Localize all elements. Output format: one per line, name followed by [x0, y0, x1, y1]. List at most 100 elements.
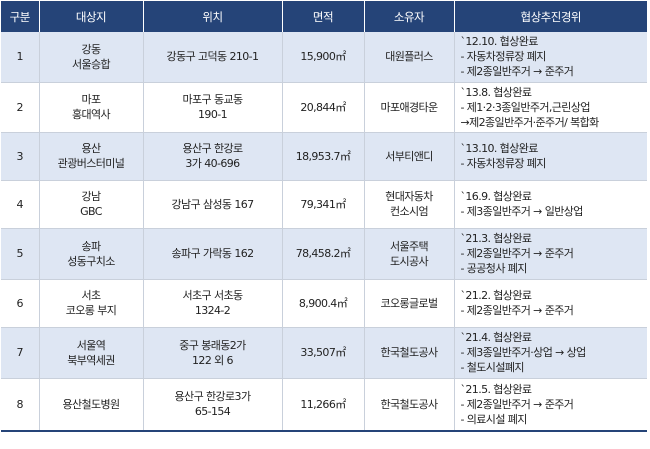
- cell-owner-line: 현대자동차: [385, 190, 433, 203]
- table-row: 8 용산철도병원 용산구 한강로3가 65-154 11,266㎡ 한국철도공사 `21.5…: [1, 378, 647, 432]
- cell-area: 79,341㎡: [282, 180, 365, 229]
- cell-location: 강동구 고덕동 210-1: [143, 32, 283, 83]
- cell-location: 마포구 동교동 190-1: [143, 82, 283, 133]
- table-row: 1 강동 서울승합 강동구 고덕동 210-1 15,900㎡ 대원플러스 `12.10. …: [1, 32, 647, 83]
- cell-owner: 서부티앤디: [364, 132, 455, 181]
- cell-progress-line: `12.10. 협상완료: [460, 35, 539, 49]
- cell-owner: 한국철도공사: [364, 327, 455, 379]
- cell-owner-line: 코오롱글로벌: [380, 296, 438, 310]
- cell-progress-line: `16.9. 협상완료: [460, 190, 532, 203]
- cell-owner-line: 한국철도공사: [380, 346, 438, 359]
- table-row: 6 서초 코오롱 부지 서초구 서초동 1324-2 8,900.4㎡ 코오롱글로벌 `21.…: [1, 279, 647, 328]
- cell-site-line: 서울역: [76, 338, 106, 352]
- cell-site-line: 용산: [81, 142, 101, 155]
- cell-progress-line: - 공공청사 폐지: [460, 262, 528, 275]
- header-area: 면적: [282, 1, 365, 32]
- cell-site-line: 송파: [81, 239, 101, 253]
- cell-progress-line: - 자동차정류장 폐지: [460, 157, 547, 170]
- cell-no-line: 7: [16, 346, 24, 359]
- cell-progress: `16.9. 협상완료 - 제3종일반주거 → 일반상업: [454, 180, 647, 229]
- table-row: 2 마포 홍대역사 마포구 동교동 190-1 20,844㎡ 마포애경타운 `13.8. 협…: [1, 82, 647, 133]
- cell-area-line: 20,844㎡: [300, 100, 346, 114]
- cell-owner: 한국철도공사: [364, 378, 455, 432]
- cell-area-line: 33,507㎡: [300, 346, 346, 359]
- cell-owner-line: 마포애경타운: [380, 100, 438, 114]
- table-row: 7 서울역 북부역세권 중구 봉래동2가 122 외 6 33,507㎡ 한국철도공사 `21…: [1, 327, 647, 379]
- table-row: 5 송파 성동구치소 송파구 가락동 162 78,458.2㎡ 서울주택 도시공사 `21.…: [1, 228, 647, 280]
- cell-no: 8: [1, 378, 40, 432]
- cell-site-line: 강동: [81, 42, 101, 56]
- cell-progress-line: - 철도시설폐지: [460, 361, 525, 374]
- cell-site: 서울역 북부역세권: [39, 327, 144, 379]
- cell-area: 20,844㎡: [282, 82, 365, 133]
- cell-location-line: 강동구 고덕동 210-1: [166, 50, 259, 64]
- cell-site-line: 강남: [81, 190, 101, 203]
- cell-progress: `21.3. 협상완료 - 제2종일반주거 → 준주거 - 공공청사 폐지: [454, 228, 647, 280]
- cell-location: 용산구 한강로3가 65-154: [143, 378, 283, 432]
- cell-progress: `21.5. 협상완료 - 제2종일반주거 → 준주거 - 의료시설 폐지: [454, 378, 647, 432]
- cell-owner: 현대자동차 컨소시엄: [364, 180, 455, 229]
- cell-location-line: 서초구 서초동: [182, 289, 243, 302]
- cell-no-line: 5: [16, 247, 24, 260]
- cell-progress-line: - 의료시설 폐지: [460, 412, 528, 426]
- cell-area: 78,458.2㎡: [282, 228, 365, 280]
- header-progress: 협상추진경위: [454, 1, 647, 32]
- cell-area-line: 18,953.7㎡: [295, 149, 351, 163]
- cell-no-line: 1: [16, 50, 24, 64]
- cell-location: 서초구 서초동 1324-2: [143, 279, 283, 328]
- cell-no: 4: [1, 180, 40, 229]
- cell-location-line: 1324-2: [194, 304, 231, 317]
- cell-owner: 서울주택 도시공사: [364, 228, 455, 280]
- cell-progress: `21.4. 협상완료 - 제3종일반주거·상업 → 상업 - 철도시설폐지: [454, 327, 647, 379]
- cell-progress: `13.10. 협상완료 - 자동차정류장 폐지: [454, 132, 647, 181]
- cell-progress-line: `13.10. 협상완료: [460, 142, 539, 155]
- cell-progress-line: `21.4. 협상완료: [460, 331, 532, 344]
- cell-location-line: 마포구 동교동: [182, 93, 243, 106]
- cell-site-line: 용산철도병원: [62, 397, 120, 411]
- negotiation-table: 구분 대상지 위치 면적 소유자 협상추진경위 1 강동 서울승합 강동구 고덕동 2…: [1, 1, 647, 432]
- cell-location-line: 강남구 삼성동 167: [171, 197, 254, 211]
- cell-location: 중구 봉래동2가 122 외 6: [143, 327, 283, 379]
- cell-no: 2: [1, 82, 40, 133]
- cell-owner-line: 도시공사: [389, 254, 429, 268]
- cell-site-line: 마포: [81, 93, 101, 106]
- cell-location-line: 중구 봉래동2가: [179, 338, 246, 352]
- cell-site-line: 코오롱 부지: [65, 304, 117, 317]
- cell-progress-line: `21.5. 협상완료: [460, 382, 532, 396]
- cell-location-line: 3가 40-696: [185, 157, 240, 170]
- cell-owner-line: 한국철도공사: [380, 397, 438, 411]
- cell-area: 8,900.4㎡: [282, 279, 365, 328]
- cell-location-line: 65-154: [194, 405, 231, 419]
- cell-site-line: 홍대역사: [71, 108, 111, 121]
- cell-owner: 코오롱글로벌: [364, 279, 455, 328]
- cell-location-line: 122 외 6: [192, 353, 234, 367]
- cell-site-line: GBC: [80, 205, 102, 218]
- cell-progress-line: `21.3. 협상완료: [460, 232, 532, 245]
- cell-progress-line: →제2종일반주거·준주거/ 복합화: [460, 115, 600, 129]
- cell-site-line: 성동구치소: [67, 254, 115, 268]
- cell-no: 1: [1, 32, 40, 83]
- cell-no: 7: [1, 327, 40, 379]
- cell-site: 용산철도병원: [39, 378, 144, 432]
- cell-progress-line: `21.2. 협상완료: [460, 289, 532, 302]
- cell-no: 5: [1, 228, 40, 280]
- cell-owner-line: 대원플러스: [385, 50, 433, 64]
- cell-no-line: 4: [16, 197, 24, 211]
- cell-location: 송파구 가락동 162: [143, 228, 283, 280]
- cell-progress-line: `13.8. 협상완료: [460, 85, 532, 99]
- cell-site-line: 서초: [81, 289, 101, 302]
- cell-area: 18,953.7㎡: [282, 132, 365, 181]
- cell-site: 강남 GBC: [39, 180, 144, 229]
- cell-area-line: 15,900㎡: [300, 50, 346, 64]
- header-location: 위치: [143, 1, 283, 32]
- cell-site-line: 서울승합: [71, 57, 111, 71]
- cell-progress-line: - 제2종일반주거 → 준주거: [460, 247, 574, 260]
- cell-site: 용산 관광버스터미널: [39, 132, 144, 181]
- cell-progress-line: - 제2종일반주거 → 준주거: [460, 304, 574, 317]
- cell-location-line: 용산구 한강로3가: [174, 390, 252, 404]
- cell-site: 송파 성동구치소: [39, 228, 144, 280]
- header-no: 구분: [1, 1, 40, 32]
- cell-site-line: 북부역세권: [67, 353, 115, 367]
